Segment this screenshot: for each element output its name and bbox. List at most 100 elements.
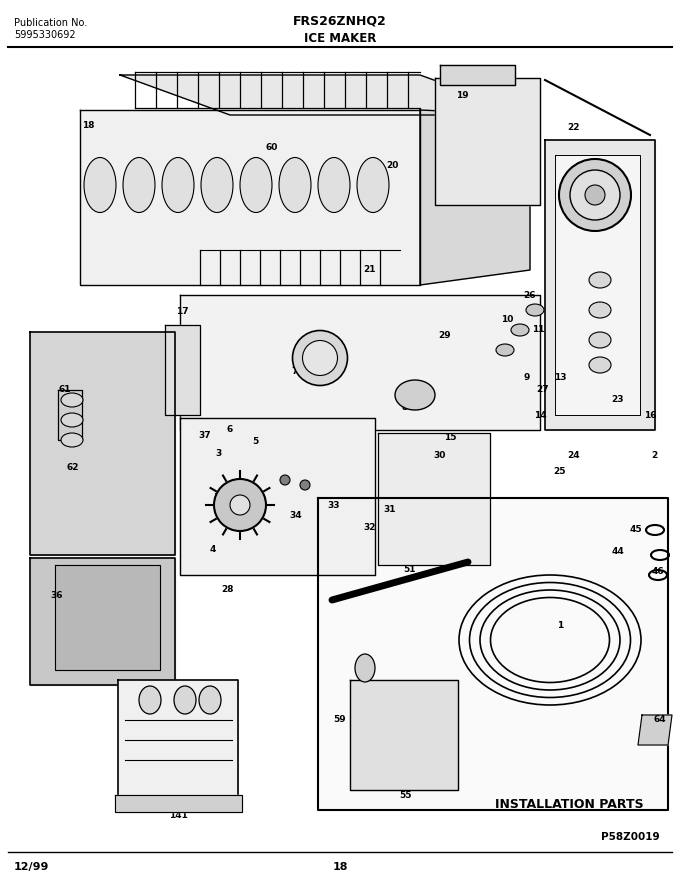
Ellipse shape: [201, 158, 233, 213]
Text: 15: 15: [444, 433, 456, 443]
Ellipse shape: [589, 302, 611, 318]
Polygon shape: [545, 140, 655, 430]
Text: 29: 29: [439, 331, 452, 340]
Polygon shape: [118, 680, 238, 812]
Text: 59: 59: [334, 715, 346, 724]
Text: 60: 60: [266, 144, 278, 153]
Text: 44: 44: [611, 548, 624, 557]
Text: 5995330692: 5995330692: [14, 30, 75, 40]
Polygon shape: [638, 715, 672, 745]
Polygon shape: [440, 65, 515, 85]
Ellipse shape: [280, 475, 290, 485]
Ellipse shape: [84, 158, 116, 213]
Text: 31: 31: [384, 505, 396, 514]
Text: 12/99: 12/99: [14, 862, 50, 872]
Text: 3: 3: [215, 449, 221, 458]
Text: FRS26ZNHQ2: FRS26ZNHQ2: [293, 15, 387, 28]
Text: 28: 28: [222, 586, 234, 594]
Text: 55: 55: [398, 790, 411, 799]
Ellipse shape: [355, 654, 375, 682]
Text: 25: 25: [554, 467, 566, 476]
Text: 17: 17: [175, 308, 188, 317]
Text: 11: 11: [532, 325, 544, 334]
Text: 33: 33: [328, 500, 340, 510]
Ellipse shape: [395, 380, 435, 410]
Text: 1: 1: [557, 621, 563, 630]
Ellipse shape: [589, 332, 611, 348]
Text: 20: 20: [386, 161, 398, 169]
Text: 2: 2: [651, 451, 657, 460]
Text: 64: 64: [653, 715, 666, 724]
Text: 18: 18: [333, 862, 347, 872]
Text: 46: 46: [651, 567, 664, 577]
Polygon shape: [58, 390, 82, 440]
Text: 23: 23: [611, 395, 624, 405]
Text: 16: 16: [644, 410, 656, 420]
Polygon shape: [350, 680, 458, 790]
Text: 34: 34: [290, 511, 303, 519]
Text: 7: 7: [292, 368, 299, 377]
Text: 37: 37: [199, 430, 211, 439]
Ellipse shape: [292, 331, 347, 385]
Text: 18: 18: [82, 121, 95, 130]
Text: 45: 45: [630, 526, 643, 534]
Text: ICE MAKER: ICE MAKER: [304, 32, 376, 45]
Ellipse shape: [162, 158, 194, 213]
Text: 5: 5: [252, 437, 258, 446]
Ellipse shape: [589, 272, 611, 288]
Text: 62: 62: [67, 464, 80, 473]
Text: 21: 21: [364, 265, 376, 274]
Text: 13: 13: [554, 373, 566, 383]
Text: 22: 22: [566, 123, 579, 132]
Text: INSTALLATION PARTS: INSTALLATION PARTS: [495, 798, 644, 811]
Polygon shape: [435, 78, 540, 205]
Ellipse shape: [174, 686, 196, 714]
Ellipse shape: [496, 344, 514, 356]
Ellipse shape: [357, 158, 389, 213]
Text: 19: 19: [456, 91, 469, 100]
Text: 35: 35: [214, 492, 226, 502]
Text: 6: 6: [227, 425, 233, 435]
Text: 51: 51: [404, 565, 416, 574]
Ellipse shape: [61, 413, 83, 427]
Polygon shape: [555, 155, 640, 415]
Ellipse shape: [303, 340, 337, 376]
Ellipse shape: [318, 158, 350, 213]
Ellipse shape: [123, 158, 155, 213]
Text: Publication No.: Publication No.: [14, 18, 87, 28]
Text: 4: 4: [210, 545, 216, 555]
Text: 61: 61: [58, 385, 71, 394]
Polygon shape: [120, 75, 530, 115]
Ellipse shape: [589, 357, 611, 373]
Text: 12: 12: [599, 166, 611, 175]
Polygon shape: [165, 325, 200, 415]
Ellipse shape: [570, 170, 620, 220]
Ellipse shape: [300, 480, 310, 490]
Text: 27: 27: [537, 385, 549, 394]
Ellipse shape: [240, 158, 272, 213]
Text: 8: 8: [402, 403, 408, 413]
Polygon shape: [180, 295, 540, 430]
Ellipse shape: [279, 158, 311, 213]
Ellipse shape: [199, 686, 221, 714]
Ellipse shape: [559, 159, 631, 231]
Text: 24: 24: [568, 451, 580, 460]
Text: 9: 9: [524, 373, 530, 383]
Polygon shape: [318, 498, 668, 810]
Ellipse shape: [214, 479, 266, 531]
Ellipse shape: [526, 304, 544, 316]
Polygon shape: [30, 332, 175, 555]
Polygon shape: [115, 795, 242, 812]
Text: 141: 141: [169, 811, 188, 819]
Ellipse shape: [61, 393, 83, 407]
Text: 36: 36: [51, 591, 63, 600]
Polygon shape: [378, 433, 490, 565]
Text: 32: 32: [364, 522, 376, 532]
Polygon shape: [30, 558, 175, 685]
Polygon shape: [420, 110, 530, 285]
Polygon shape: [180, 418, 375, 575]
Text: P58Z0019: P58Z0019: [601, 832, 660, 842]
Text: 26: 26: [524, 290, 537, 300]
Polygon shape: [55, 565, 160, 670]
Polygon shape: [80, 110, 420, 285]
